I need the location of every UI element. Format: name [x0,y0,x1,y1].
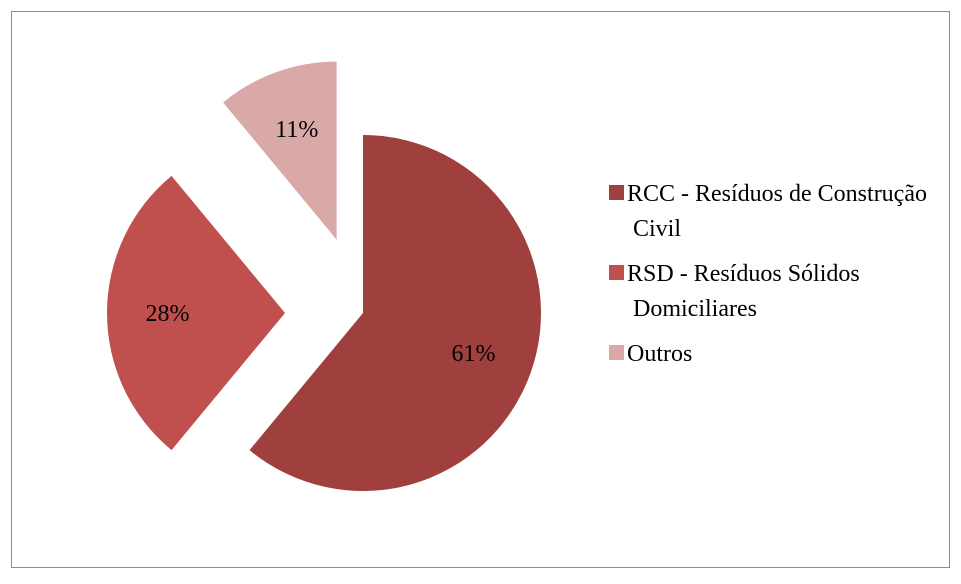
legend-label: RCC - Resíduos de Construção Civil [627,181,927,242]
legend-swatch [609,345,624,360]
pie-slice [249,135,542,491]
legend-label: Outros [627,341,692,367]
legend-swatch [609,185,624,200]
pie-slice [223,61,337,240]
data-label: 11% [275,117,318,143]
pie-slice [106,175,285,451]
legend-swatch [609,265,624,280]
data-label: 61% [452,341,496,367]
legend-label: RSD - Resíduos Sólidos Domiciliares [627,261,860,322]
data-label: 28% [146,301,190,327]
